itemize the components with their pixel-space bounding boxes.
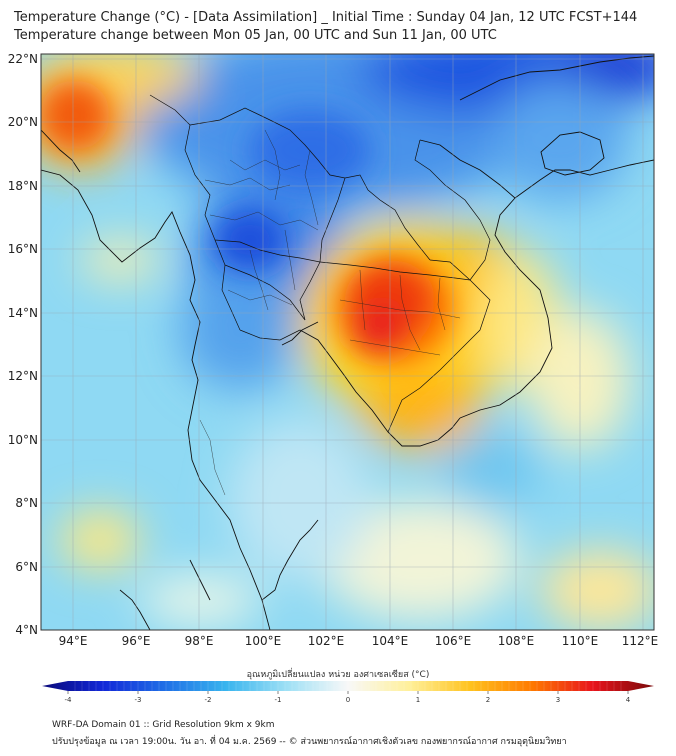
lon-label: 96°E [122,634,151,648]
colorbar-tick-label: 1 [416,696,420,704]
lon-label: 94°E [59,634,88,648]
colorbar-tick-label: -1 [275,696,282,704]
lat-label: 16°N [8,242,38,256]
lon-label: 100°E [245,634,282,648]
colorbar-tick-label: -4 [65,696,73,704]
longitude-labels: 94°E 96°E 98°E 100°E 102°E 104°E 106°E 1… [59,634,659,648]
map-title: Temperature Change (°C) - [Data Assimila… [14,10,638,25]
lon-label: 110°E [562,634,599,648]
lon-label: 98°E [185,634,214,648]
colorbar-tick-label: 0 [346,696,350,704]
lat-label: 12°N [8,369,38,383]
footer-credit: ปรับปรุงข้อมูล ณ เวลา 19:00น. วัน อา. ที… [52,737,567,747]
province-borders [199,129,461,496]
lon-label: 104°E [372,634,409,648]
lat-label: 14°N [8,306,38,320]
lon-label: 102°E [308,634,345,648]
footer-model-info: WRF-DA Domain 01 :: Grid Resolution 9km … [52,720,275,730]
lat-label: 4°N [15,623,38,637]
lat-label: 22°N [8,52,38,66]
map-subtitle: Temperature change between Mon 05 Jan, 0… [14,28,497,43]
graticule [41,54,654,630]
lon-label: 112°E [622,634,659,648]
colorbar-tick-label: 2 [486,696,490,704]
colorbar-tick-label: 3 [556,696,560,704]
lon-label: 106°E [435,634,472,648]
colorbar-tick-label: -3 [135,696,142,704]
colorbar: -4 -3 -2 -1 0 1 2 3 4 [42,681,654,704]
map-frame [40,53,655,631]
lat-label: 6°N [15,560,38,574]
colorbar-segments [74,681,622,691]
lat-label: 10°N [8,433,38,447]
country-borders [149,94,491,433]
colorbar-tick-label: 4 [626,696,631,704]
colorbar-ticks: -4 -3 -2 -1 0 1 2 3 4 [65,691,631,704]
lon-label: 108°E [498,634,535,648]
lat-label: 18°N [8,179,38,193]
lat-label: 8°N [15,496,38,510]
colorbar-title: อุณหภูมิเปลี่ยนแปลง หน่วย องศาเซลเซียส (… [246,670,430,680]
temperature-field [41,54,654,630]
colorbar-bar [42,681,654,691]
colorbar-tick-label: -2 [205,696,212,704]
lat-label: 20°N [8,115,38,129]
latitude-labels: 22°N 20°N 18°N 16°N 14°N 12°N 10°N 8°N 6… [8,52,38,637]
